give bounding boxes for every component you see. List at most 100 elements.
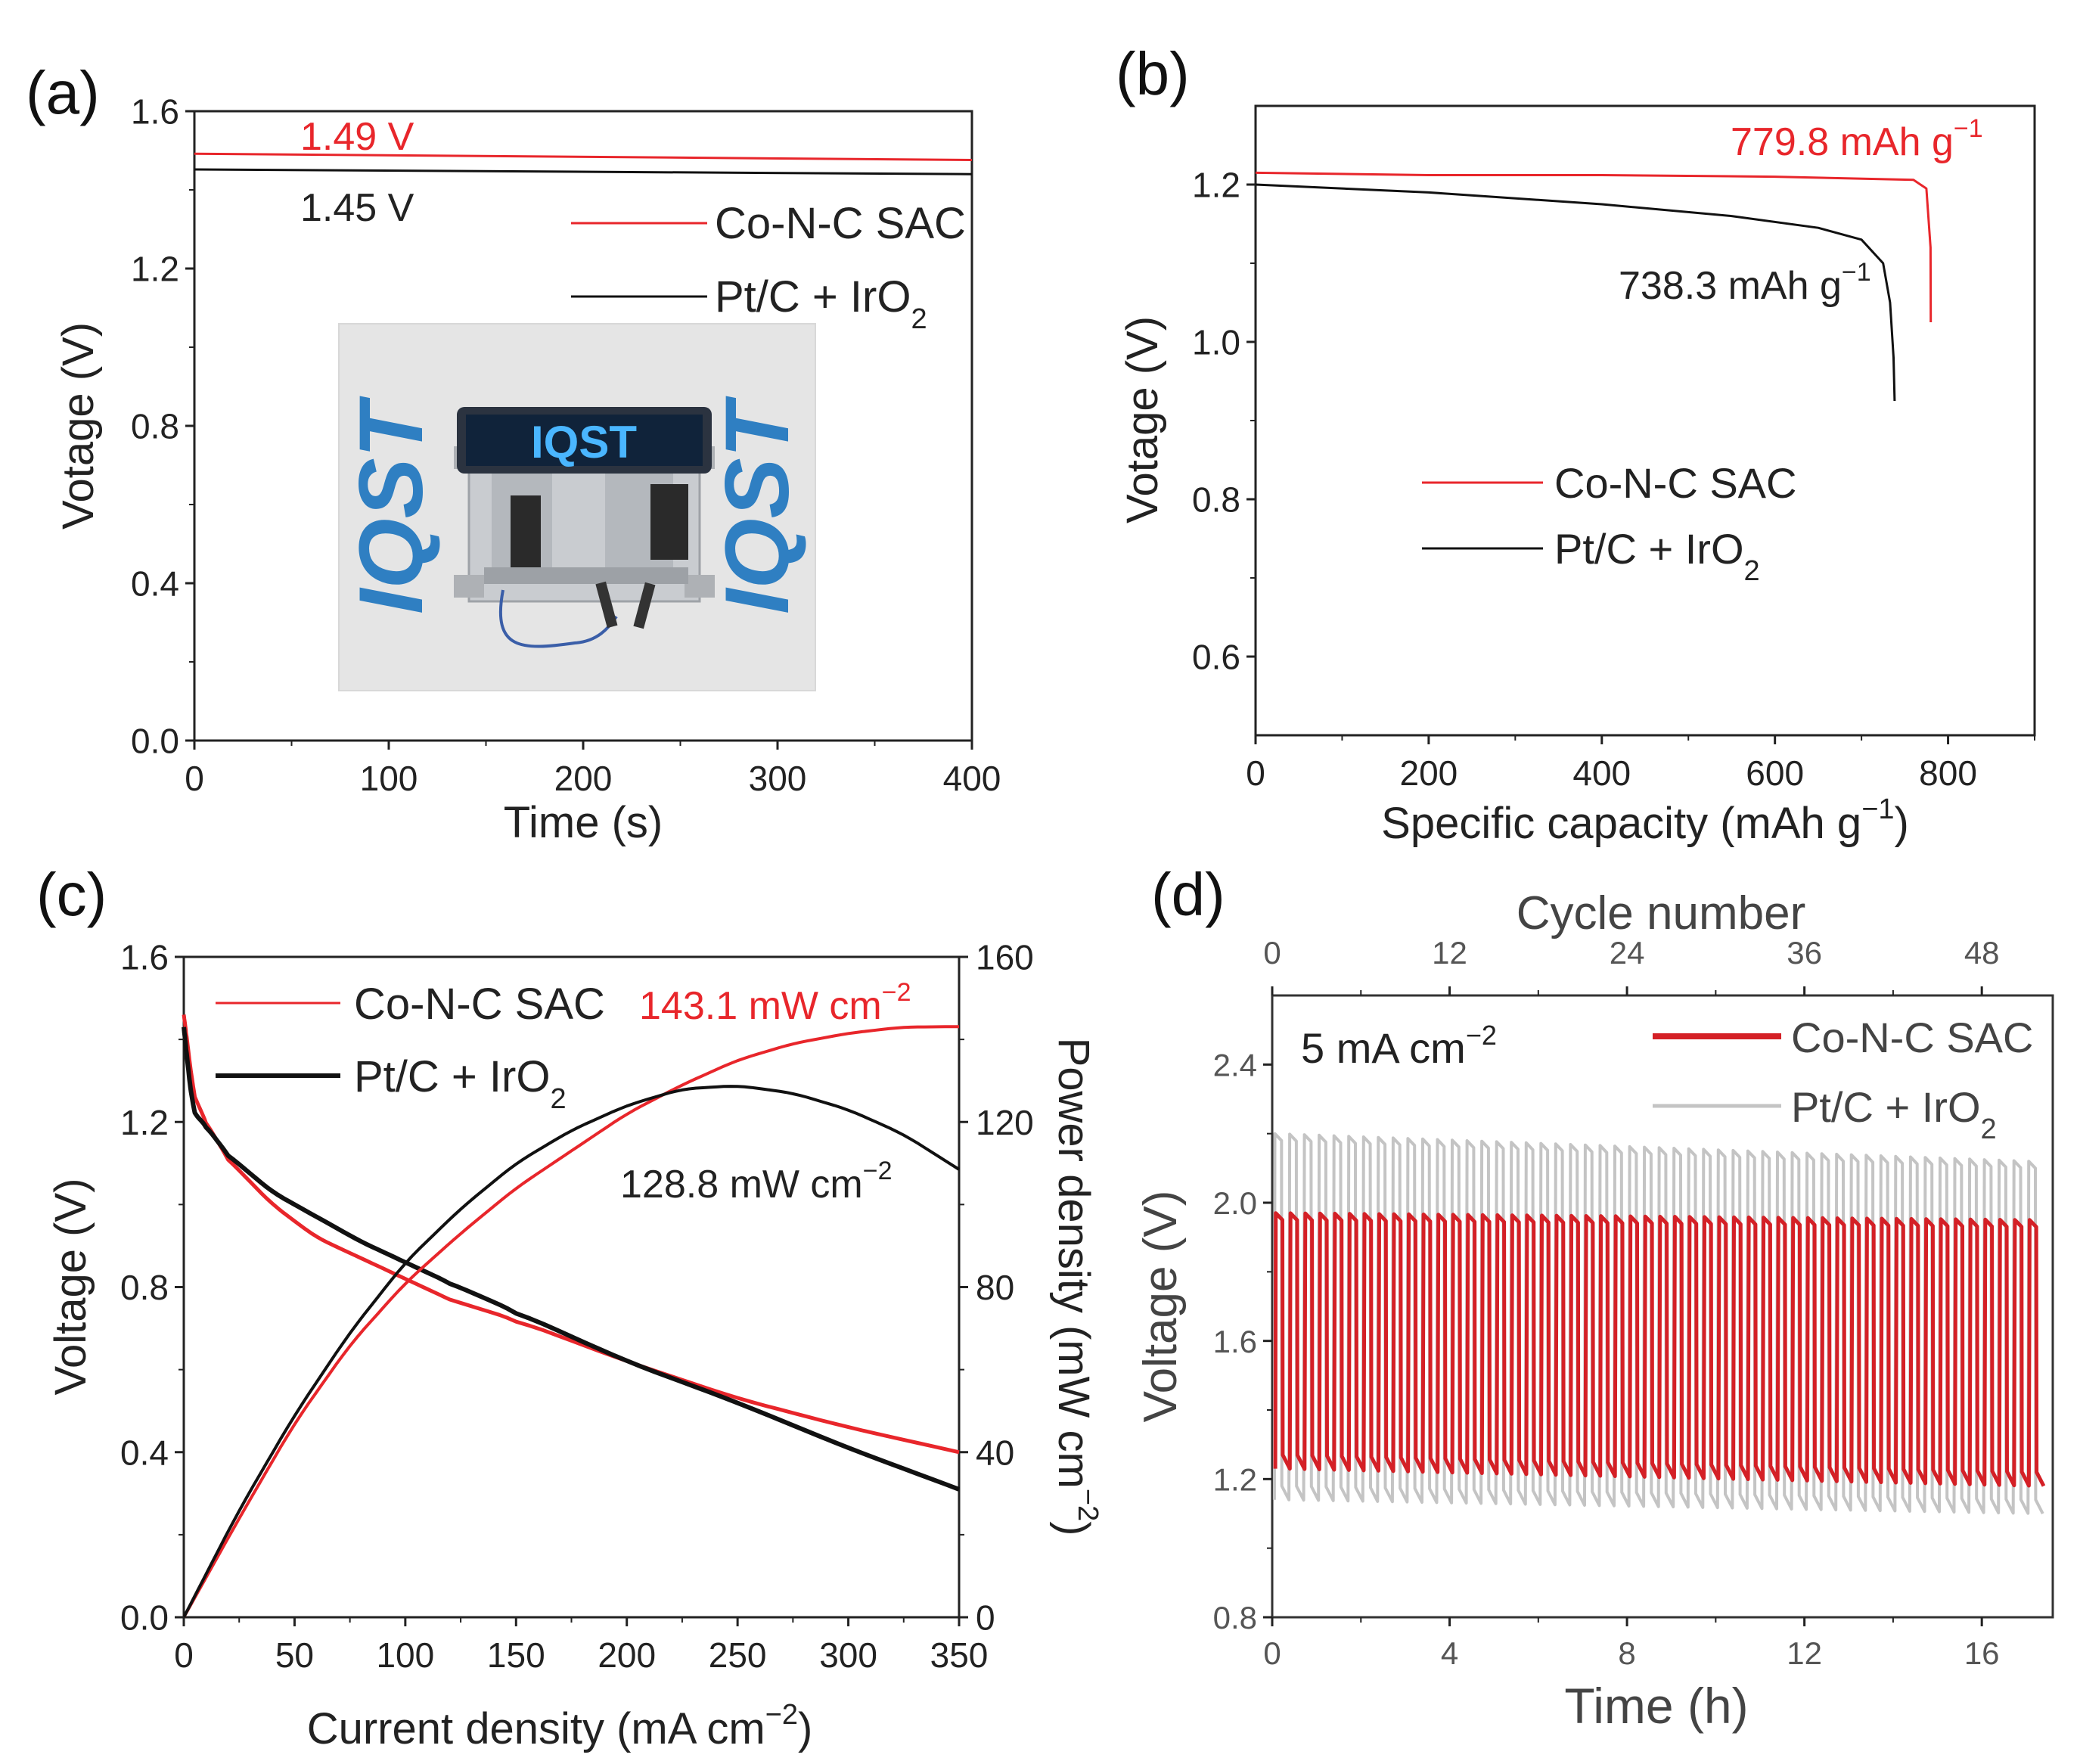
inset-logo-left: IQST: [340, 396, 442, 614]
x-tick-label: 250: [709, 1635, 767, 1675]
ticks-c: 0 50 100 150 200 250 300 350 0.0 0.4 0.8 1.2 1.6 0 40 8…: [120, 938, 1034, 1675]
x-axis-label-b-sup: −1: [1861, 793, 1894, 825]
y-tick-label: 1.6: [120, 938, 169, 977]
annotation-128-sup: −2: [863, 1157, 893, 1185]
legend-label-cnc-a: Co-N-C SAC: [715, 199, 966, 248]
x-tick-label: 0: [1246, 753, 1265, 793]
data-lines-b: [1255, 171, 1933, 402]
ticks-d: 0 4 8 12 160.81.21.62.02.40 12 24 36 48: [1213, 935, 2000, 1671]
x-tick-label: 400: [943, 759, 1001, 798]
y2-tick-label: 0: [976, 1598, 995, 1638]
y-tick-label: 0.8: [120, 1268, 169, 1307]
legend-label-pt-a-main: Pt/C + IrO: [715, 272, 911, 321]
x-tick-label: 200: [554, 759, 613, 798]
legend-label-pt-d: Pt/C + IrO2: [1791, 1083, 1997, 1145]
y-axis-label-c: Voltage (V): [46, 1179, 95, 1396]
x2-tick-label: 12: [1432, 935, 1467, 971]
annotation-5ma: 5 mA cm−2: [1301, 1020, 1497, 1072]
legend-d: Co-N-C SAC Pt/C + IrO2: [1653, 1014, 2033, 1145]
annotation-738: 738.3 mAh g−1: [1619, 258, 1871, 308]
annotation-128-main: 128.8 mW cm: [620, 1163, 863, 1207]
y-tick-label: 0.8: [131, 407, 179, 446]
panel-a: (a) 0 100 200 300 400 0.0 0.4 0.8 1.2 1.6 Co-N-C …: [26, 59, 1001, 847]
x-tick-label: 200: [1400, 753, 1458, 793]
ticks-a: 0 100 200 300 400 0.0 0.4 0.8 1.2 1.6: [131, 92, 1001, 798]
series-line-cnc-d: [1273, 1211, 2046, 1488]
y-tick-label: 0.6: [1192, 638, 1240, 677]
legend-label-pt-c-sub: 2: [550, 1083, 566, 1115]
x-tick-label: 100: [360, 759, 418, 798]
x2-axis-label-d: Cycle number: [1517, 887, 1805, 939]
x-tick-label: 400: [1572, 753, 1631, 793]
y-tick-label: 0.8: [1192, 480, 1240, 520]
series-voltage-cnc-c: [182, 1014, 960, 1455]
x-axis-label-b-main: Specific capacity (mAh g: [1381, 799, 1861, 848]
legend-a: Co-N-C SAC Pt/C + IrO2: [571, 199, 966, 335]
y-tick-label: 2.0: [1213, 1185, 1257, 1221]
legend-label-pt-d-main: Pt/C + IrO: [1791, 1083, 1981, 1131]
panel-b: (b) 0 200 400 600 800 0.6 0.8 1.0 1.2 779.8 mAh …: [1116, 40, 2036, 848]
x2-tick-label: 0: [1263, 935, 1281, 971]
series-line-pt-a: [194, 168, 973, 175]
x-tick-label: 0: [185, 759, 204, 798]
plot-frame-d: [1271, 994, 2054, 1619]
y-axis-label-b: Votage (V): [1118, 316, 1167, 523]
data-lines-c: [182, 1014, 961, 1618]
x-tick-label: 350: [930, 1635, 989, 1675]
series-line-pt-b: [1255, 183, 1896, 402]
data-lines-d: [1272, 1132, 2046, 1515]
x-tick-label: 0: [174, 1635, 194, 1675]
y-tick-label: 1.2: [120, 1103, 169, 1142]
annotation-738-main: 738.3 mAh g: [1619, 264, 1842, 308]
y-tick-label: 0.0: [120, 1598, 169, 1638]
x-tick-label: 16: [1964, 1635, 2000, 1671]
y-tick-label: 1.2: [1213, 1461, 1257, 1497]
x-tick-label: 800: [1919, 753, 1977, 793]
annotation-779-main: 779.8 mAh g: [1731, 120, 1954, 164]
annotation-128: 128.8 mW cm−2: [620, 1157, 893, 1207]
y-tick-label: 0.4: [120, 1433, 169, 1472]
data-lines-a: [194, 152, 973, 175]
x2-tick-label: 24: [1610, 935, 1645, 971]
y-tick-label: 1.6: [131, 92, 179, 132]
panel-c: (c) 0 50 100 150 200 250 300 350 0.0 0.4 0.8 1.2 1.6…: [36, 861, 1104, 1753]
y-tick-label: 0.8: [1213, 1600, 1257, 1635]
x-axis-label-c-main: Current density (mA cm: [307, 1704, 765, 1753]
x-axis-label-b-end: ): [1895, 799, 1909, 848]
legend-label-cnc-c: Co-N-C SAC: [354, 980, 605, 1029]
x-tick-label: 0: [1263, 1635, 1281, 1671]
x-tick-label: 600: [1746, 753, 1804, 793]
legend-label-pt-a: Pt/C + IrO2: [715, 272, 927, 335]
x-axis-label-b: Specific capacity (mAh g−1): [1381, 793, 1909, 848]
x-axis-label-d: Time (h): [1564, 1678, 1748, 1734]
ticks-b: 0 200 400 600 800 0.6 0.8 1.0 1.2: [1192, 166, 2035, 793]
annotation-143-sup: −2: [882, 978, 911, 1007]
x-tick-label: 4: [1441, 1635, 1458, 1671]
legend-label-pt-a-sub: 2: [911, 303, 927, 335]
legend-label-pt-b-sub: 2: [1744, 555, 1760, 587]
plot-frame-c: [182, 955, 961, 1619]
x-tick-label: 150: [487, 1635, 545, 1675]
y2-axis-label-c-main: Power density (mW cm: [1049, 1038, 1098, 1489]
legend-label-pt-c: Pt/C + IrO2: [354, 1052, 567, 1115]
y-tick-label: 2.4: [1213, 1047, 1257, 1082]
y2-tick-label: 160: [976, 938, 1034, 977]
inset-photo: IQST IQST IQST: [338, 323, 816, 691]
y2-tick-label: 40: [976, 1433, 1014, 1472]
legend-label-pt-b: Pt/C + IrO2: [1554, 525, 1760, 587]
legend-label-pt-c-main: Pt/C + IrO: [354, 1052, 550, 1101]
x-tick-label: 12: [1787, 1635, 1822, 1671]
y-tick-label: 0.0: [131, 722, 179, 761]
x-tick-label: 300: [749, 759, 807, 798]
annotation-5ma-sup: −2: [1466, 1020, 1497, 1051]
x2-tick-label: 48: [1964, 935, 2000, 971]
series-line-cnc-b: [1255, 171, 1933, 323]
annotation-738-sup: −1: [1842, 258, 1871, 287]
panel-d: (d) 0 4 8 12 160.81.21.62.02.40 12 24 36 48 5 mA…: [1135, 861, 2054, 1734]
x-tick-label: 100: [376, 1635, 434, 1675]
x-tick-label: 200: [598, 1635, 656, 1675]
annotation-145v: 1.45 V: [300, 186, 414, 230]
x-tick-label: 8: [1618, 1635, 1635, 1671]
panel-label-d: (d): [1151, 861, 1225, 928]
